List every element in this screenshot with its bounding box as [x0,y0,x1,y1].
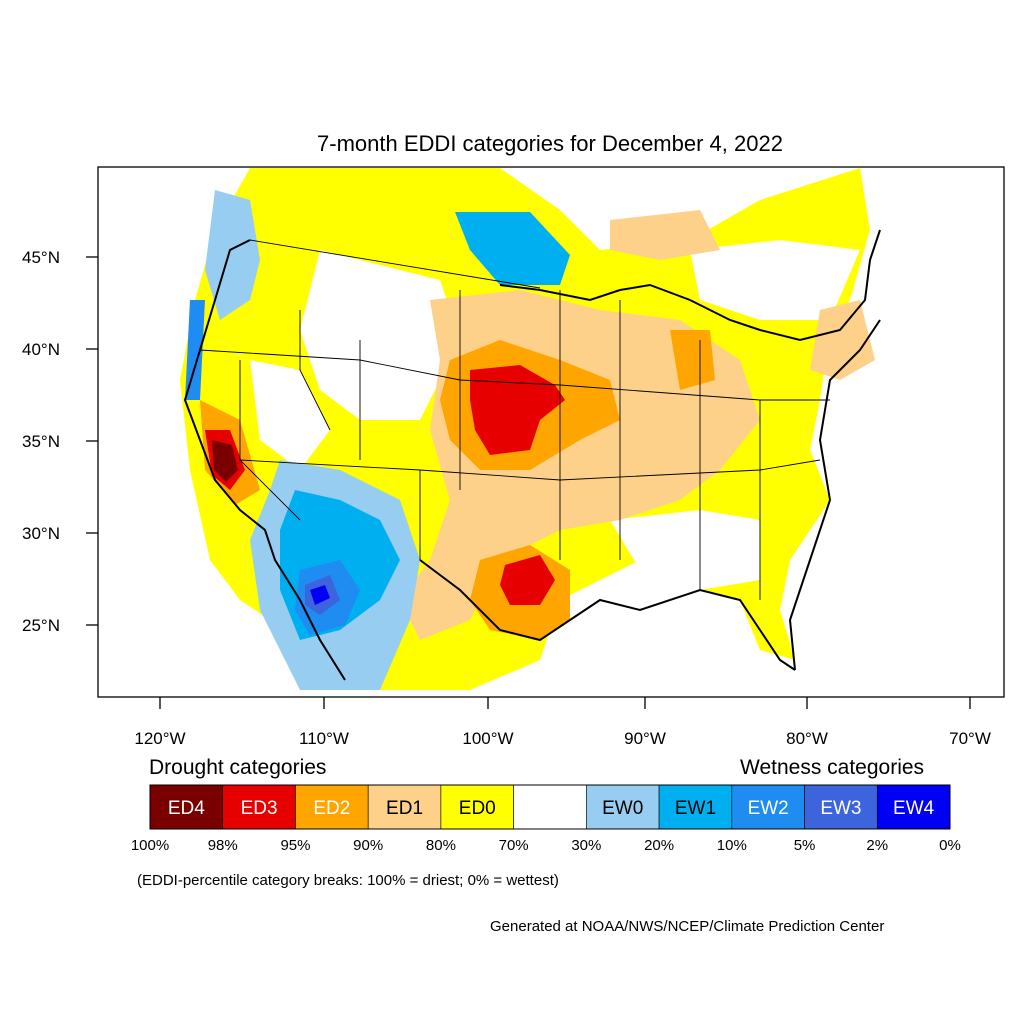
legend-break-label: 98% [208,837,238,854]
legend-breaks: 100% 98% 95% 90% 80% 70% 30% 20% 10% 5% 2% 0% [131,837,961,854]
legend-break-label: 30% [571,837,601,854]
lat-label-25: 25°N [22,616,60,635]
legend-label-ed4: ED4 [168,798,205,819]
ed3-nebraska [470,365,565,455]
breaks-note: (EDDI-percentile category breaks: 100% =… [137,872,559,889]
legend-break-label: 100% [131,837,169,854]
legend-swatch-ew3 [804,784,878,830]
ed1-northeast [810,300,875,380]
lon-label-100: 100°W [462,729,513,748]
ed3-texas [500,555,555,605]
legend-swatch-ew2 [731,784,805,830]
legend-break-label: 20% [644,837,674,854]
legend-label-ew3: EW3 [820,798,861,819]
legend-swatch-ed2 [295,784,369,830]
lat-label-45: 45°N [22,248,60,267]
legend-break-label: 90% [353,837,383,854]
legend-break-label: 80% [426,837,456,854]
legend-break-label: 70% [499,837,529,854]
lon-label-110: 110°W [299,729,349,748]
ew-coast [185,300,205,400]
lon-label-90: 90°W [624,729,666,748]
coastlines [183,229,881,681]
map-frame [97,166,1005,698]
legend-break-label: 5% [794,837,816,854]
ed4-california [212,440,238,482]
map-title: 7-month EDDI categories for December 4, … [317,131,783,156]
drought-heading: Drought categories [149,756,327,779]
legend-label-ed3: ED3 [241,798,278,819]
lon-ticks [159,697,971,709]
legend-break-label: 2% [866,837,888,854]
legend-break-label: 10% [717,837,747,854]
legend-label-ew1: EW1 [675,798,716,819]
lon-label-120: 120°W [134,729,185,748]
legend-label-ew4: EW4 [893,798,935,819]
legend-break-label: 95% [280,837,310,854]
map-area [180,168,881,690]
lat-ticks [86,256,98,626]
ew4-mexico [310,585,330,605]
lat-label-30: 30°N [22,524,60,543]
legend-label-ew0: EW0 [602,798,643,819]
white-area-west [300,250,460,420]
legend-border [149,784,951,830]
white-area-great-basin [250,360,330,470]
legend-label-ed1: ED1 [386,798,423,819]
wetness-heading: Wetness categories [740,756,925,779]
lon-label-70: 70°W [949,729,991,748]
lat-label-35: 35°N [22,432,60,451]
white-area-northeast [690,240,860,320]
legend-bar: ED4 ED3 ED2 ED1 ED0 EW0 EW1 EW2 EW3 EW4 [149,784,951,830]
legend-label-ed2: ED2 [313,798,350,819]
credit-line: Generated at NOAA/NWS/NCEP/Climate Predi… [490,918,885,935]
lat-label-40: 40°N [22,340,60,359]
white-area-southeast [610,510,760,590]
ed2-michigan [670,330,715,390]
state-borders [199,239,830,600]
legend-swatch-ew1 [658,784,733,830]
legend-swatch-normal [513,784,587,830]
legend-label-ew2: EW2 [748,798,789,819]
ed1-canada [610,210,720,260]
ew-lake-superior [455,212,570,285]
legend-label-ed0: ED0 [459,798,496,819]
legend-break-label: 0% [939,837,961,854]
lon-label-80: 80°W [786,729,828,748]
